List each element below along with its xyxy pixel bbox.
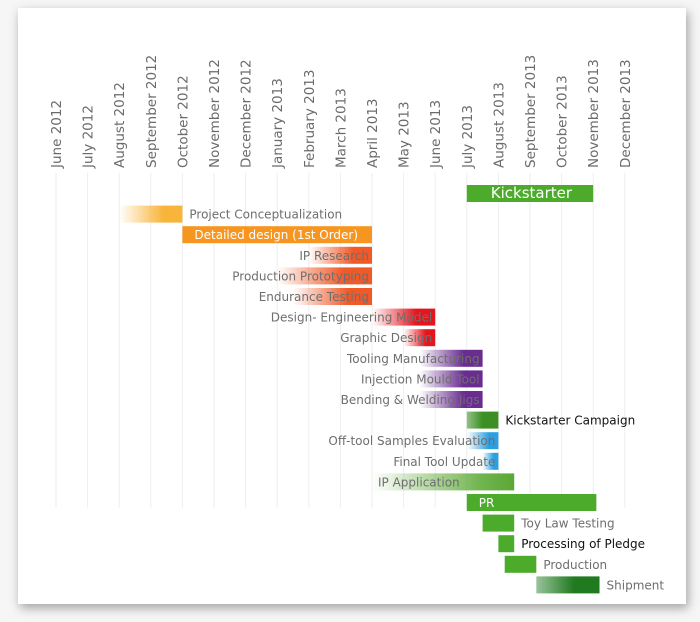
task-bar xyxy=(466,432,499,450)
month-label: August 2012 xyxy=(112,82,128,168)
task-bar xyxy=(466,494,597,511)
task-bar xyxy=(536,576,600,594)
task-bar xyxy=(182,226,372,244)
task-bar xyxy=(119,205,183,223)
gantt-card: June 2012 July 2012 August 2012 September 2… xyxy=(18,8,686,604)
task-bar xyxy=(372,473,515,491)
month-label: March 2013 xyxy=(333,88,349,168)
task-bars xyxy=(119,185,600,594)
task-label: IP Application xyxy=(378,475,460,489)
task-label: Final Tool Update xyxy=(393,455,495,469)
task-label: Off-tool Samples Evaluation xyxy=(328,434,495,448)
task-bar xyxy=(498,535,515,553)
task-bar xyxy=(308,246,372,264)
month-label: October 2012 xyxy=(175,75,191,168)
month-label: December 2012 xyxy=(239,59,255,168)
task-bar xyxy=(482,514,515,532)
task-label: Kickstarter Campaign xyxy=(505,414,635,428)
month-label: September 2012 xyxy=(144,55,160,168)
task-label: Detailed design (1st Order) xyxy=(194,228,358,242)
task-label: Shipment xyxy=(607,578,665,592)
task-label: Toy Law Testing xyxy=(520,517,614,531)
task-bar xyxy=(293,288,372,305)
gantt-chart: June 2012 July 2012 August 2012 September 2… xyxy=(49,55,664,594)
task-label: Endurance Testing xyxy=(259,290,369,304)
month-label: July 2013 xyxy=(460,105,476,169)
task-label: Processing of Pledge xyxy=(521,537,645,551)
month-label: April 2013 xyxy=(365,98,381,168)
task-bar xyxy=(419,370,483,388)
task-label: PR xyxy=(479,496,495,510)
task-bar xyxy=(504,555,537,573)
month-label: June 2013 xyxy=(428,100,444,169)
month-label: July 2012 xyxy=(81,105,97,169)
month-label: June 2012 xyxy=(49,100,65,169)
task-bar xyxy=(466,411,499,429)
task-bar xyxy=(277,267,372,285)
task-label: Project Conceptualization xyxy=(189,208,342,222)
task-label: Production xyxy=(543,558,607,572)
task-label: Design- Engineering Model xyxy=(271,311,432,325)
month-label: January 2013 xyxy=(270,78,286,169)
month-label: September 2013 xyxy=(523,55,539,168)
task-bar xyxy=(372,308,436,326)
task-bar xyxy=(419,349,483,367)
month-axis: June 2012 July 2012 August 2012 September 2… xyxy=(49,55,634,169)
month-label: August 2013 xyxy=(491,82,507,168)
month-label: February 2013 xyxy=(302,70,318,168)
task-label: Tooling Manufacturing xyxy=(346,352,480,366)
month-label: November 2013 xyxy=(586,59,602,168)
task-bar xyxy=(466,185,594,202)
task-bar xyxy=(419,391,483,408)
task-label: Graphic Design xyxy=(340,331,432,345)
task-bar xyxy=(403,329,436,347)
month-label: December 2013 xyxy=(618,59,634,168)
task-label: Bending & Welding Jigs xyxy=(341,393,480,407)
task-bar xyxy=(482,452,499,470)
task-label: Injection Mould Tool xyxy=(361,372,480,386)
month-label: May 2013 xyxy=(397,101,413,168)
month-label: November 2012 xyxy=(207,59,223,168)
task-labels: Kickstarter Project Conceptualization Deta… xyxy=(189,184,664,592)
month-label: October 2013 xyxy=(555,75,571,168)
task-label: IP Research xyxy=(299,249,369,263)
task-label: Production Prototyping xyxy=(232,269,369,283)
task-label: Kickstarter xyxy=(491,184,573,202)
